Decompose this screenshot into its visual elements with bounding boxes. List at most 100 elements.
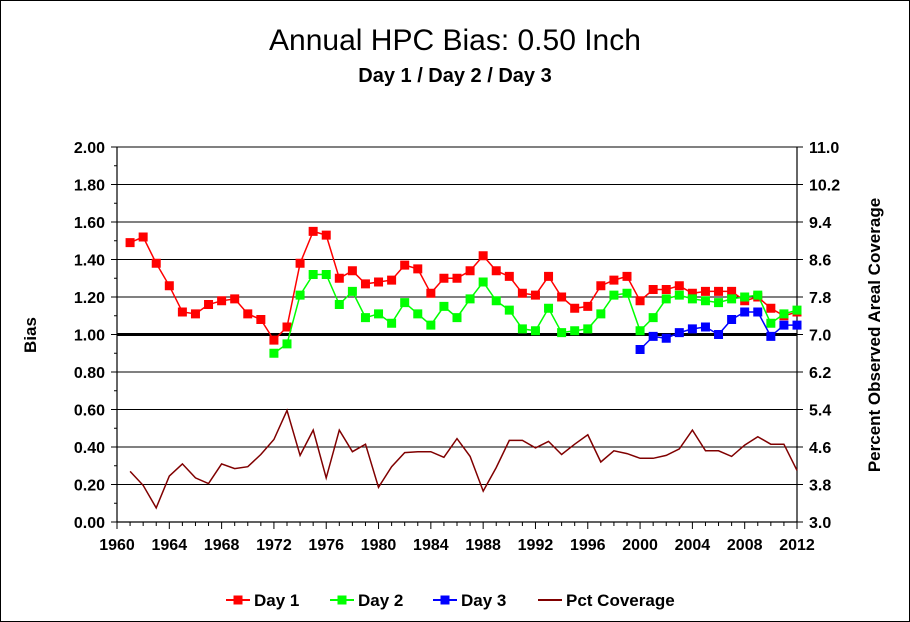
day-1-point (426, 288, 436, 298)
day-3-point (674, 328, 684, 338)
day-3-point (661, 333, 671, 343)
day-1-point (295, 258, 305, 268)
day-1-point (530, 290, 540, 300)
legend-label-day-1: Day 1 (254, 591, 299, 610)
day-1-point (700, 286, 710, 296)
x-tick-label: 1996 (570, 537, 606, 554)
y2-tick-label: 9.4 (809, 215, 831, 232)
day-2-point (465, 294, 475, 304)
y-tick-label: 0.80 (74, 365, 105, 382)
day-1-point (400, 260, 410, 270)
y-tick-label: 1.00 (74, 328, 105, 345)
legend-label-pct-coverage: Pct Coverage (566, 591, 675, 610)
x-tick-label: 2008 (727, 537, 763, 554)
day-2-line (273, 273, 798, 354)
day-2-point (792, 305, 802, 315)
day-2-point (674, 290, 684, 300)
day-1-point (517, 288, 527, 298)
pct-coverage-line (129, 408, 798, 510)
day-2-point (452, 313, 462, 323)
day-1-point (321, 230, 331, 240)
day-1-point (504, 271, 514, 281)
legend-label-day-2: Day 2 (358, 591, 403, 610)
y-tick-label: 2.00 (74, 140, 105, 157)
y2-tick-label: 6.2 (809, 365, 831, 382)
day-2-point (596, 309, 606, 319)
day-2-point (478, 277, 488, 287)
day-1-point (334, 273, 344, 283)
day-2-point (387, 318, 397, 328)
day-1-point (360, 279, 370, 289)
day-3-point (753, 307, 763, 317)
day-2-point (334, 300, 344, 309)
day-2-point (635, 326, 645, 336)
y2-tick-label: 7.0 (809, 328, 831, 345)
day-3-point (727, 315, 737, 324)
day-2-point (700, 296, 710, 306)
day-1-point (674, 281, 684, 291)
day-1-point (164, 281, 174, 291)
day-1-point (387, 275, 397, 285)
day-2-point (583, 324, 593, 334)
day-3-point (648, 331, 658, 341)
day-1-point (190, 309, 200, 319)
day-1-point (177, 307, 187, 317)
day-1-point (230, 294, 240, 304)
day-2-point (727, 294, 737, 304)
x-tick-label: 1976 (308, 537, 344, 554)
day-2-point (753, 290, 763, 300)
day-1-point (452, 273, 462, 283)
day-1-point (374, 277, 384, 287)
day-2-point (544, 303, 554, 313)
day-2-point (439, 301, 449, 311)
day-1-point (570, 303, 580, 313)
chart-subtitle: Day 1 / Day 2 / Day 3 (358, 65, 551, 87)
day-2-point (269, 348, 279, 358)
day-1-point (544, 271, 554, 281)
y-tick-label: 1.60 (74, 215, 105, 232)
legend-marker-day-2 (337, 595, 347, 605)
y2-tick-label: 5.4 (809, 403, 831, 420)
x-tick-label: 1964 (152, 537, 188, 554)
day-1-point (727, 286, 737, 296)
y2-tick-label: 3.0 (809, 515, 831, 532)
day-2-point (779, 309, 789, 319)
day-3-point (740, 307, 750, 317)
day-2-point (308, 270, 318, 279)
series-layer (125, 226, 802, 510)
x-tick-label: 1984 (413, 537, 449, 554)
day-1-point (243, 309, 253, 319)
day-2-point (347, 286, 357, 296)
day-1-point (347, 266, 357, 276)
day-1-point (648, 285, 658, 294)
x-tick-label: 1968 (204, 537, 240, 554)
day-1-point (217, 296, 227, 306)
day-1-point (204, 300, 214, 309)
x-tick-label: 2000 (622, 537, 658, 554)
day-2-point (714, 298, 724, 308)
day-1-point (269, 335, 279, 345)
day-2-point (282, 339, 292, 349)
y2-tick-label: 8.6 (809, 253, 831, 270)
day-2-point (517, 324, 527, 334)
y2-tick-label: 11.0 (809, 140, 839, 157)
day-2-point (687, 294, 697, 304)
x-tick-label: 2012 (779, 537, 815, 554)
legend-marker-day-1 (233, 595, 243, 605)
legend-marker-day-3 (440, 595, 450, 605)
day-1-point (687, 288, 697, 298)
day-2-point (530, 326, 540, 336)
y-tick-label: 0.40 (74, 440, 105, 457)
day-2-point (766, 318, 776, 328)
y2-tick-label: 3.8 (809, 478, 831, 495)
day-2-point (557, 328, 567, 338)
day-1-point (766, 303, 776, 313)
day-1-point (151, 258, 161, 268)
x-tick-label: 1972 (256, 537, 292, 554)
axes (111, 146, 803, 529)
day-1-point (282, 322, 292, 332)
day-2-point (661, 294, 671, 304)
day-1-point (439, 273, 449, 283)
day-1-point (609, 275, 619, 285)
day-1-point (661, 285, 671, 294)
